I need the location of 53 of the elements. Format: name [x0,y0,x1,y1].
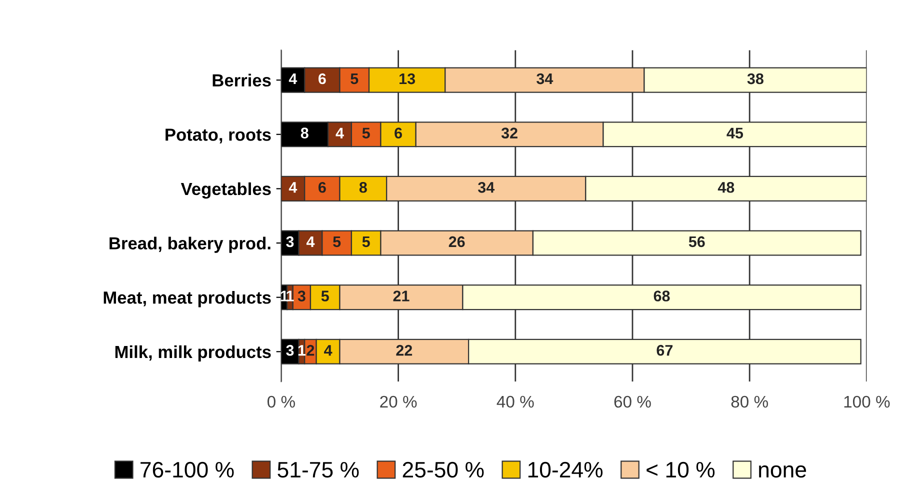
data-label: 6 [318,73,326,84]
data-label: 38 [747,73,764,84]
data-label: 6 [318,182,326,193]
legend-label: 25-50 % [402,462,484,478]
data-label: 48 [718,182,734,193]
legend-label: 10-24% [528,462,603,478]
legend-label: none [759,465,806,478]
x-tick-label: 100 % [844,396,890,408]
data-label: 34 [478,182,495,193]
y-tick-label: Bread, bakery prod. [110,236,270,253]
data-label: 22 [396,344,412,356]
data-label: 2 [306,344,314,356]
data-label: 8 [359,182,367,193]
legend-label: 51-75 % [278,462,359,478]
data-label: 5 [362,236,370,248]
data-label: 45 [726,128,744,138]
data-label: 6 [394,128,402,138]
data-label: 3 [286,236,294,248]
legend-label: 76-100 % [140,462,234,478]
y-tick-label: Potato, roots [166,128,271,144]
x-tick-label: 80 % [731,396,768,408]
data-label: 5 [333,236,341,248]
x-tick-label: 0 % [268,396,295,408]
data-label: 1 [280,290,288,302]
data-label: 5 [350,74,358,84]
data-label: 3 [286,344,294,356]
data-label: 67 [656,344,673,356]
data-label: 4 [306,236,315,247]
data-label: 1 [298,345,306,356]
data-label: 26 [448,236,465,248]
x-tick-label: 20 % [380,396,417,408]
data-label: 4 [324,345,332,356]
data-label: 21 [393,290,410,302]
data-label: 4 [288,74,298,84]
data-label: 3 [298,290,306,302]
data-label: 13 [400,73,416,84]
data-label: 5 [321,290,329,302]
x-tick-label: 40 % [496,396,534,408]
y-tick-label: Berries [212,74,271,87]
y-tick-label: Meat, meat products [104,291,271,308]
data-label: 4 [288,182,298,193]
data-label: 56 [688,236,705,248]
data-label: 4 [336,128,344,138]
data-label: 8 [300,128,308,138]
data-label: 32 [501,128,518,139]
data-label: 5 [362,128,370,138]
legend-label: < 10 % [646,462,715,478]
y-tick-label: Milk, milk products [115,345,271,362]
data-label: 34 [536,73,554,84]
data-label: 68 [654,290,670,302]
data-label: 1 [286,290,294,302]
x-tick-label: 60 % [614,396,651,408]
y-tick-label: Vegetables [180,182,271,199]
